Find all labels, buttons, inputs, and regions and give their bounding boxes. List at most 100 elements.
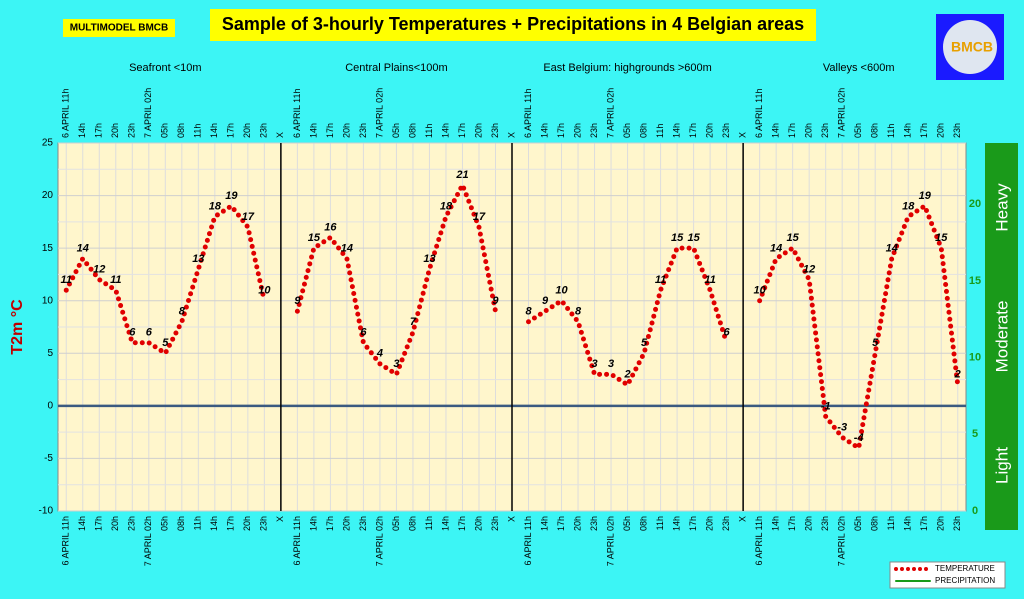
x-tick-label-top: 23h [259, 123, 269, 138]
x-tick-label-top: X [738, 132, 748, 138]
panel-title: East Belgium: highgrounds >600m [543, 62, 711, 74]
x-tick-label-top: 14h [903, 123, 913, 138]
data-label: 12 [93, 264, 105, 276]
x-tick-label: 23h [127, 516, 137, 531]
x-tick-label: 20h [242, 516, 252, 531]
temperature-line [63, 182, 961, 451]
data-label: 14 [886, 243, 898, 255]
data-label: 18 [209, 201, 222, 213]
x-tick-label: 17h [94, 516, 104, 531]
data-label: 6 [360, 327, 367, 339]
x-tick-label: 17h [688, 516, 698, 531]
data-label: 3 [393, 358, 399, 370]
x-tick-label-top: 23h [952, 123, 962, 138]
x-tick-label: 14h [209, 516, 219, 531]
x-tick-label-top: 20h [242, 123, 252, 138]
x-tick-label: 05h [853, 516, 863, 531]
x-tick-label-top: 20h [704, 123, 714, 138]
x-tick-label-top: 6 APRIL 11h [754, 88, 764, 138]
x-tick-label: 20h [572, 516, 582, 531]
x-tick-label: 6 APRIL 11h [61, 516, 71, 566]
x-tick-label: 20h [473, 516, 483, 531]
x-tick-label-top: 20h [572, 123, 582, 138]
x-tick-label-top: 7 APRIL 02h [605, 88, 615, 138]
x-tick-label: 23h [490, 516, 500, 531]
x-tick-label: 14h [539, 516, 549, 531]
x-tick-label: 11h [655, 516, 665, 530]
panel-title: Valleys <600m [823, 62, 895, 74]
x-tick-label: 23h [259, 516, 269, 531]
data-label: 2 [954, 369, 961, 381]
x-tick-label: 23h [589, 516, 599, 531]
data-label: 15 [308, 232, 321, 244]
y-tick-label: 15 [42, 243, 54, 254]
data-label: 8 [525, 306, 532, 318]
x-tick-label-top: 20h [936, 123, 946, 138]
x-tick-label-top: 23h [127, 123, 137, 138]
x-tick-label: X [506, 516, 516, 522]
x-tick-label-top: 08h [407, 123, 417, 138]
x-tick-label-top: 6 APRIL 11h [61, 88, 71, 138]
x-tick-label-top: 08h [176, 123, 186, 138]
data-label: 14 [770, 243, 782, 255]
x-tick-label-top: 14h [308, 123, 318, 138]
x-tick-label-top: 17h [457, 123, 467, 138]
x-tick-label: 17h [457, 516, 467, 531]
x-tick-label-top: 23h [490, 123, 500, 138]
x-tick-label-top: 14h [440, 123, 450, 138]
x-tick-label: 14h [671, 516, 681, 531]
x-tick-label: 20h [804, 516, 814, 531]
data-label: 11 [110, 274, 121, 286]
data-label: 11 [655, 274, 666, 286]
x-tick-label: X [738, 516, 748, 522]
data-label: 7 [410, 316, 417, 328]
x-tick-label-top: X [275, 132, 285, 138]
x-tick-label-top: 23h [589, 123, 599, 138]
data-label: 16 [324, 222, 337, 234]
x-tick-label: 14h [771, 516, 781, 531]
x-tick-label-top: 11h [655, 124, 665, 138]
x-tick-label: 20h [110, 516, 120, 531]
x-tick-label-top: 11h [193, 124, 203, 138]
x-tick-label: 08h [407, 516, 417, 531]
x-tick-label-top: 23h [358, 123, 368, 138]
data-label: 8 [575, 306, 582, 318]
x-tick-label: 23h [721, 516, 731, 531]
x-tick-label-top: 17h [556, 123, 566, 138]
x-tick-label: X [275, 516, 285, 522]
y-tick-label: 10 [42, 295, 54, 306]
x-tick-label-top: 7 APRIL 02h [374, 88, 384, 138]
data-label: 11 [704, 274, 715, 286]
x-tick-label-top: 11h [424, 124, 434, 138]
data-label: 14 [341, 243, 353, 255]
y-tick-label: 0 [47, 400, 53, 411]
x-tick-label-top: 20h [804, 123, 814, 138]
data-label: 11 [61, 274, 72, 286]
data-label: -4 [854, 432, 864, 444]
data-label: 10 [555, 285, 568, 297]
x-tick-label: 6 APRIL 11h [754, 516, 764, 566]
y-axis-label: T2m °C [9, 299, 26, 355]
x-tick-label-top: 05h [622, 123, 632, 138]
data-label: 18 [902, 201, 915, 213]
x-tick-label-top: 20h [473, 123, 483, 138]
y2-tick-label: 10 [969, 352, 981, 364]
y2-tick-label: 20 [969, 198, 981, 210]
x-tick-label-top: 7 APRIL 02h [837, 88, 847, 138]
data-label: 21 [455, 169, 468, 181]
data-label: 15 [787, 232, 800, 244]
data-label: 8 [179, 306, 186, 318]
data-label: 9 [542, 295, 549, 307]
y-tick-label: -10 [39, 506, 54, 517]
data-label: 6 [129, 327, 136, 339]
x-tick-label: 23h [820, 516, 830, 531]
x-tick-label: 20h [341, 516, 351, 531]
x-tick-label-top: 17h [787, 123, 797, 138]
x-tick-label: 17h [919, 516, 929, 531]
x-tick-label-top: 20h [110, 123, 120, 138]
x-tick-label: 11h [424, 516, 434, 530]
x-tick-label: 14h [903, 516, 913, 531]
x-tick-label: 14h [440, 516, 450, 531]
x-tick-label-top: 7 APRIL 02h [143, 88, 153, 138]
